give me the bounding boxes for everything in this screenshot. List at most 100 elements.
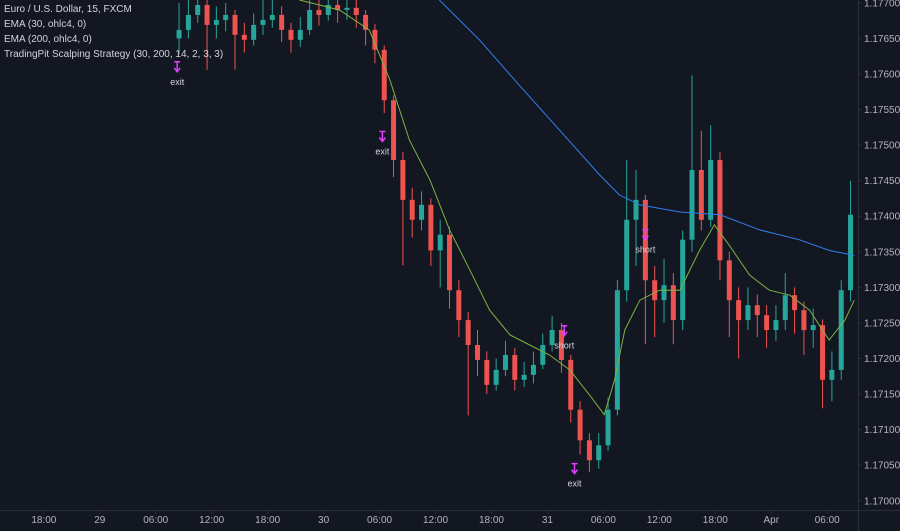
candle-body — [568, 359, 574, 410]
candle-body — [437, 234, 443, 251]
candle-body — [708, 160, 714, 220]
candle-body — [502, 354, 508, 370]
candle-body — [624, 219, 630, 291]
signal-marker: short — [554, 324, 575, 351]
y-tick-label: 1.17500 — [864, 141, 900, 152]
y-tick-label: 1.17700 — [864, 0, 900, 9]
candle-body — [717, 160, 723, 261]
x-tick-label: 18:00 — [479, 515, 504, 526]
candle-body — [484, 359, 490, 385]
plot-area: exit exit short short exit — [170, 0, 855, 489]
candle-body — [605, 409, 611, 446]
candle-body — [232, 14, 238, 35]
signal-label: short — [635, 245, 656, 255]
candle-body — [540, 344, 546, 365]
y-tick-label: 1.17000 — [864, 496, 900, 507]
y-tick-label: 1.17100 — [864, 425, 900, 436]
legend-ema30: EMA (30, ohlc4, 0) — [4, 19, 86, 30]
candle-body — [736, 300, 742, 321]
y-tick-label: 1.17400 — [864, 212, 900, 223]
y-tick-label: 1.17150 — [864, 390, 900, 401]
signal-marker: exit — [567, 462, 582, 489]
candle-body — [680, 239, 686, 321]
candle-body — [549, 330, 555, 345]
x-tick-label: 31 — [542, 515, 554, 526]
signal-arrow — [560, 324, 568, 337]
signal-marker: short — [635, 228, 656, 255]
candle-body — [344, 7, 350, 10]
candle-body — [801, 310, 807, 331]
candle-body — [558, 330, 564, 360]
candle-body — [260, 19, 266, 25]
candle-body — [764, 315, 770, 331]
candle-body — [614, 290, 620, 410]
y-tick-label: 1.17050 — [864, 461, 900, 472]
candle-body — [335, 4, 341, 10]
y-tick-label: 1.17450 — [864, 176, 900, 187]
candle-body — [456, 290, 462, 321]
candle-body — [670, 285, 676, 321]
candle-body — [465, 320, 471, 345]
x-tick-label: 29 — [94, 515, 106, 526]
candle-body — [474, 344, 480, 360]
x-tick-label: 06:00 — [815, 515, 840, 526]
candle-body — [307, 9, 313, 30]
candle-body — [251, 24, 257, 40]
candle-body — [381, 49, 387, 101]
candle-body — [316, 9, 322, 15]
candle-body — [428, 204, 434, 251]
candle-body — [493, 369, 499, 385]
candle-body — [810, 325, 816, 331]
y-tick-label: 1.17300 — [864, 283, 900, 294]
signal-label: exit — [567, 479, 582, 489]
legend-symbol: Euro / U.S. Dollar, 15, FXCM — [4, 4, 132, 15]
candle-body — [269, 14, 275, 20]
candle-body — [530, 364, 536, 375]
x-tick-label: 06:00 — [367, 515, 392, 526]
legend-ema200: EMA (200, ohlc4, 0) — [4, 34, 92, 45]
candle-body — [773, 320, 779, 331]
x-tick-label: 18:00 — [31, 515, 56, 526]
candle-body — [409, 199, 415, 220]
ema-line — [299, 0, 855, 416]
candle-body — [596, 445, 602, 461]
candle-body — [652, 280, 658, 301]
candle-body — [288, 29, 294, 40]
signal-label: exit — [375, 147, 390, 157]
candle-body — [204, 4, 210, 25]
x-tick-label: 18:00 — [703, 515, 728, 526]
candle-body — [353, 7, 359, 15]
candle-body — [521, 374, 527, 380]
x-tick-label: 30 — [318, 515, 330, 526]
candle-body — [419, 204, 425, 220]
y-tick-label: 1.17550 — [864, 105, 900, 116]
candle-body — [848, 214, 854, 291]
x-tick-label: 12:00 — [647, 515, 672, 526]
signal-marker: exit — [170, 61, 185, 87]
y-tick-label: 1.17350 — [864, 247, 900, 258]
candle-body — [400, 160, 406, 200]
ema-line — [438, 0, 855, 256]
candle-body — [577, 409, 583, 441]
x-tick-label: 06:00 — [143, 515, 168, 526]
candle-body — [792, 295, 798, 311]
x-tick-label: Apr — [763, 515, 779, 526]
candle-body — [745, 305, 751, 321]
x-tick-label: 06:00 — [591, 515, 616, 526]
candle-body — [586, 440, 592, 461]
candle-body — [363, 14, 369, 30]
candle-body — [820, 325, 826, 380]
signal-marker: exit — [375, 130, 390, 157]
signal-label: short — [554, 341, 575, 351]
y-tick-label: 1.17650 — [864, 34, 900, 45]
candle-body — [391, 100, 397, 161]
candle-body — [176, 29, 182, 39]
signal-arrow — [570, 462, 579, 475]
candle-body — [447, 234, 453, 291]
candle-body — [661, 285, 667, 301]
candle-body — [689, 170, 695, 240]
candle-body — [241, 34, 247, 40]
y-tick-label: 1.17600 — [864, 69, 900, 80]
candle-body — [754, 305, 760, 316]
